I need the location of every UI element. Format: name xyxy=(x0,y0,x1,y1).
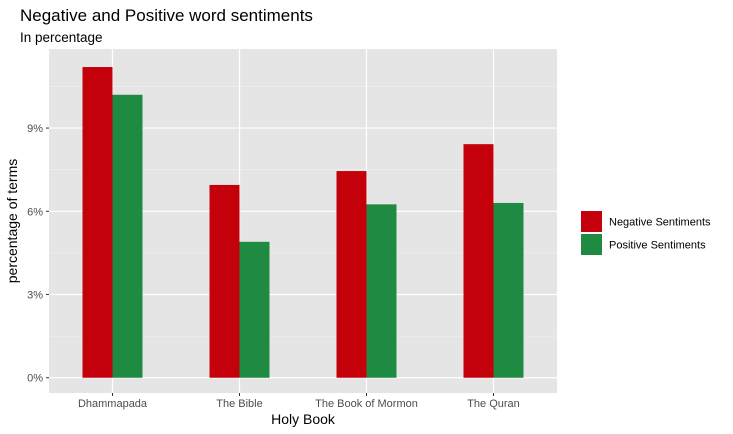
y-tick-label: 6% xyxy=(27,206,43,218)
y-axis-title: percentage of terms xyxy=(4,159,20,284)
bar-negative-3 xyxy=(463,144,494,378)
x-axis-title: Holy Book xyxy=(271,411,336,427)
bar-negative-0 xyxy=(82,67,113,378)
chart-title: Negative and Positive word sentiments xyxy=(20,6,313,25)
y-tick-label: 3% xyxy=(27,290,43,302)
legend: Negative Sentiments Positive Sentiments xyxy=(581,211,711,255)
x-axis: Dhammapada The Bible The Book of Mormon The… xyxy=(78,393,520,410)
legend-label-positive: Positive Sentiments xyxy=(609,240,706,252)
y-tick-label: 0% xyxy=(27,373,43,385)
legend-label-negative: Negative Sentiments xyxy=(609,217,711,229)
x-tick-label: The Book of Mormon xyxy=(315,398,418,410)
plot-panel xyxy=(49,49,557,393)
bar-negative-1 xyxy=(209,184,240,378)
x-tick-label: The Quran xyxy=(467,398,520,410)
bar-positive-1 xyxy=(239,241,270,378)
bar-negative-2 xyxy=(336,171,367,378)
chart-subtitle: In percentage xyxy=(20,30,103,45)
bar-positive-2 xyxy=(366,204,397,378)
y-axis: 0% 3% 6% 9% xyxy=(27,123,49,385)
legend-swatch-positive xyxy=(581,234,602,255)
x-tick-label: The Bible xyxy=(216,398,262,410)
legend-swatch-negative xyxy=(581,211,602,232)
bar-positive-0 xyxy=(112,94,143,378)
x-tick-label: Dhammapada xyxy=(78,398,148,410)
bar-positive-3 xyxy=(493,202,524,378)
y-tick-label: 9% xyxy=(27,123,43,135)
